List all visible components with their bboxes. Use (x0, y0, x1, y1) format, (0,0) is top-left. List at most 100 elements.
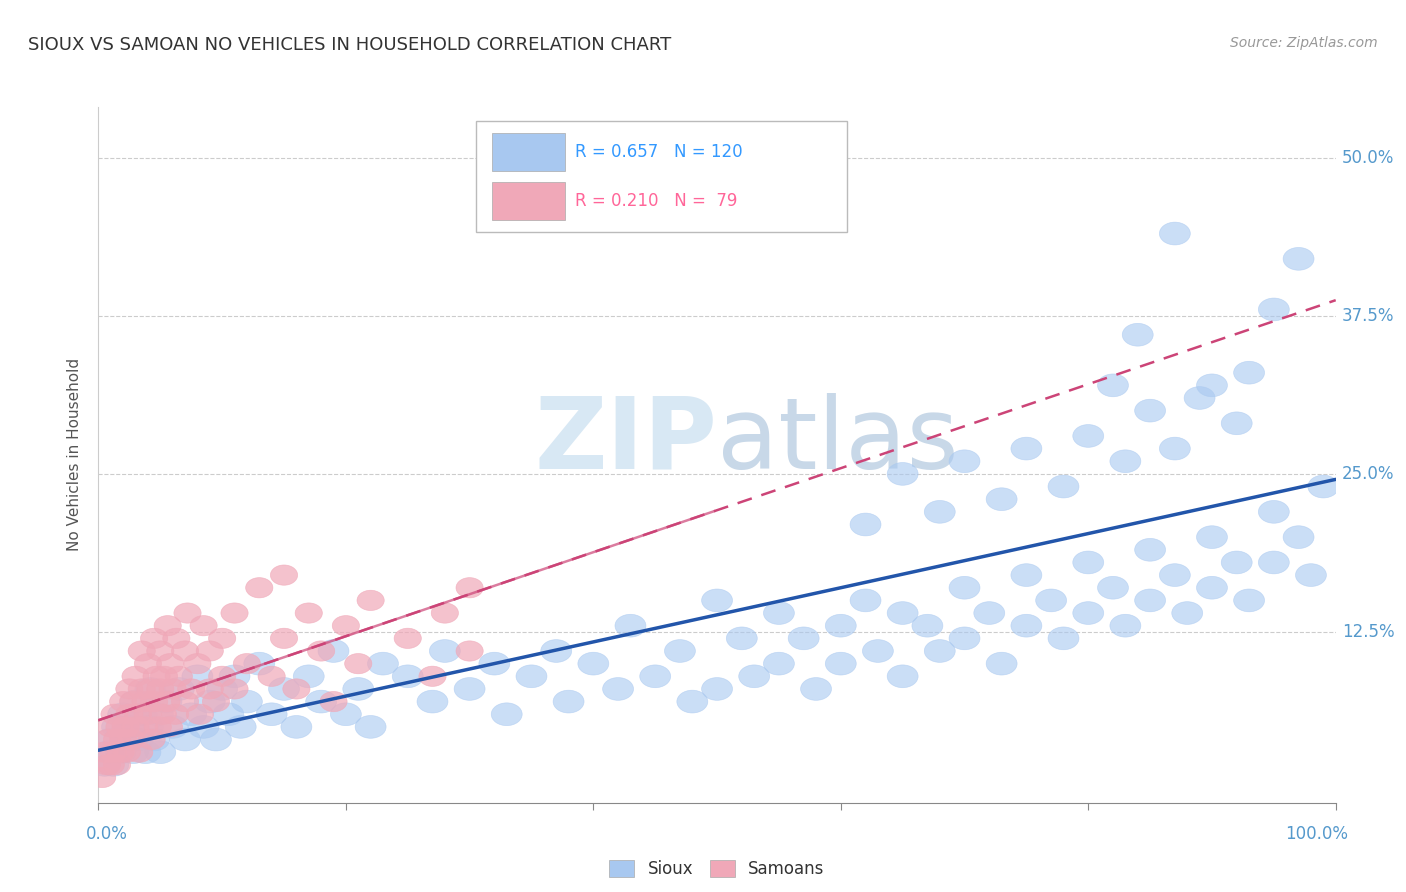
Ellipse shape (174, 603, 201, 624)
Ellipse shape (456, 640, 484, 661)
Ellipse shape (105, 717, 134, 737)
Ellipse shape (676, 690, 707, 713)
Ellipse shape (1233, 589, 1264, 612)
Ellipse shape (184, 654, 211, 673)
Ellipse shape (578, 652, 609, 675)
Ellipse shape (321, 691, 347, 712)
Ellipse shape (295, 603, 322, 624)
Ellipse shape (150, 666, 177, 687)
Ellipse shape (1047, 475, 1078, 498)
Ellipse shape (136, 679, 165, 699)
Ellipse shape (479, 652, 510, 675)
Text: 25.0%: 25.0% (1341, 465, 1395, 483)
Text: Source: ZipAtlas.com: Source: ZipAtlas.com (1230, 36, 1378, 50)
Ellipse shape (150, 690, 181, 713)
Ellipse shape (308, 640, 335, 661)
Ellipse shape (105, 741, 136, 764)
Ellipse shape (1098, 374, 1129, 397)
Ellipse shape (197, 640, 224, 661)
Ellipse shape (166, 666, 193, 687)
Ellipse shape (149, 704, 176, 724)
Ellipse shape (172, 691, 198, 712)
Ellipse shape (188, 715, 219, 739)
Ellipse shape (122, 666, 149, 687)
Ellipse shape (763, 652, 794, 675)
Ellipse shape (432, 603, 458, 624)
Ellipse shape (294, 665, 325, 688)
Ellipse shape (207, 678, 238, 700)
Ellipse shape (1098, 576, 1129, 599)
Ellipse shape (170, 728, 201, 751)
Ellipse shape (94, 730, 122, 749)
Ellipse shape (1073, 602, 1104, 624)
Ellipse shape (104, 755, 131, 775)
Ellipse shape (93, 741, 124, 764)
Ellipse shape (1160, 437, 1191, 460)
Ellipse shape (233, 654, 260, 673)
Ellipse shape (256, 703, 287, 725)
Ellipse shape (1073, 551, 1104, 574)
Ellipse shape (176, 703, 207, 725)
Ellipse shape (516, 665, 547, 688)
Ellipse shape (135, 704, 162, 724)
FancyBboxPatch shape (492, 182, 565, 219)
Ellipse shape (1284, 247, 1315, 270)
Ellipse shape (763, 602, 794, 624)
Ellipse shape (1160, 222, 1191, 245)
Ellipse shape (949, 627, 980, 649)
Ellipse shape (614, 615, 645, 637)
Ellipse shape (419, 666, 446, 687)
Ellipse shape (851, 589, 882, 612)
Ellipse shape (949, 450, 980, 473)
Ellipse shape (789, 627, 820, 649)
Ellipse shape (114, 715, 145, 739)
Ellipse shape (91, 742, 118, 763)
Ellipse shape (1197, 374, 1227, 397)
Ellipse shape (118, 730, 145, 749)
Ellipse shape (159, 679, 186, 699)
Ellipse shape (98, 754, 129, 776)
Ellipse shape (120, 690, 150, 713)
Ellipse shape (225, 715, 256, 739)
Ellipse shape (1109, 450, 1140, 473)
Ellipse shape (110, 691, 136, 712)
Ellipse shape (156, 654, 184, 673)
Ellipse shape (132, 715, 163, 739)
Ellipse shape (1135, 539, 1166, 561)
Text: 12.5%: 12.5% (1341, 623, 1395, 641)
Ellipse shape (93, 755, 121, 775)
Ellipse shape (800, 678, 831, 700)
Ellipse shape (454, 678, 485, 700)
Ellipse shape (221, 679, 247, 699)
Ellipse shape (201, 728, 232, 751)
Ellipse shape (197, 679, 224, 699)
Ellipse shape (120, 691, 146, 712)
FancyBboxPatch shape (475, 121, 846, 232)
Ellipse shape (1295, 564, 1326, 586)
Ellipse shape (146, 640, 174, 661)
Ellipse shape (202, 691, 229, 712)
Ellipse shape (1233, 361, 1264, 384)
Ellipse shape (129, 741, 160, 764)
Ellipse shape (1122, 324, 1153, 346)
Ellipse shape (270, 628, 298, 648)
Ellipse shape (127, 703, 157, 725)
Ellipse shape (357, 591, 384, 610)
Ellipse shape (186, 704, 214, 724)
Ellipse shape (107, 742, 135, 763)
Ellipse shape (702, 589, 733, 612)
Ellipse shape (181, 665, 212, 688)
Ellipse shape (114, 742, 141, 763)
Ellipse shape (146, 679, 174, 699)
Ellipse shape (190, 615, 217, 636)
FancyBboxPatch shape (492, 134, 565, 171)
Ellipse shape (142, 703, 173, 725)
Ellipse shape (89, 767, 115, 788)
Ellipse shape (1011, 615, 1042, 637)
Ellipse shape (1135, 400, 1166, 422)
Ellipse shape (418, 690, 449, 713)
Ellipse shape (491, 703, 522, 725)
Ellipse shape (212, 703, 243, 725)
Y-axis label: No Vehicles in Household: No Vehicles in Household (67, 359, 83, 551)
Ellipse shape (139, 728, 170, 751)
